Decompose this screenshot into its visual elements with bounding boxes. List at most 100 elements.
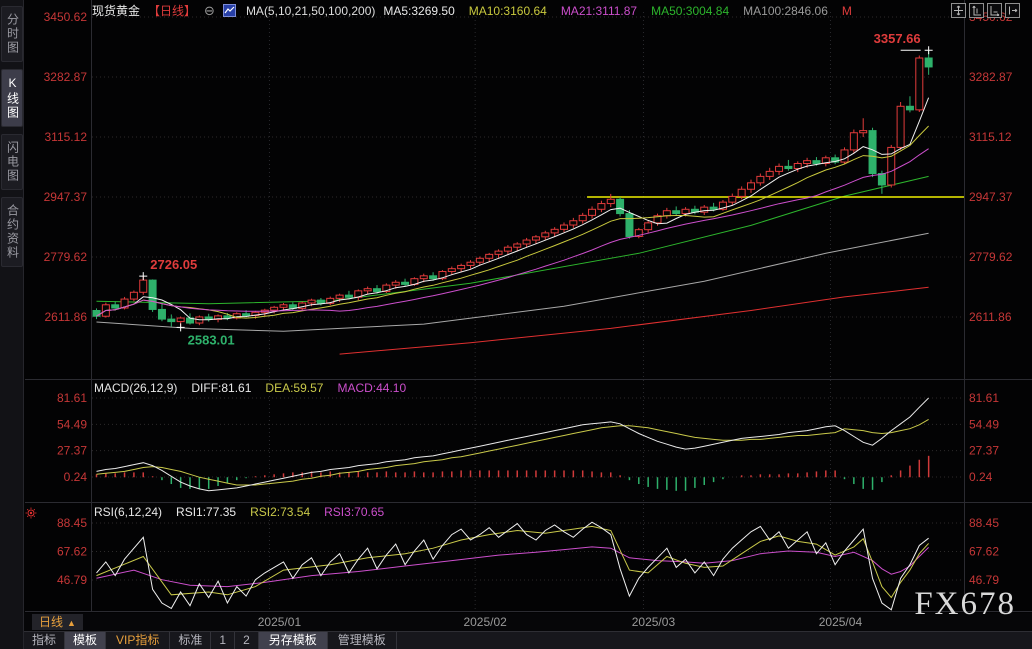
macd-histogram-bar <box>797 473 799 478</box>
candle-body <box>700 206 709 213</box>
svg-text:81.61: 81.61 <box>969 391 999 405</box>
toolbar-tab[interactable]: 模板 <box>65 632 107 649</box>
y-axis-scale-icon[interactable] <box>969 3 984 18</box>
price-marker-cross <box>924 46 933 55</box>
candle-body <box>634 229 643 237</box>
toolbar-tab[interactable]: 1 <box>211 632 236 649</box>
chart-style-icon[interactable] <box>222 4 236 17</box>
move-crosshair-icon[interactable] <box>951 3 966 18</box>
macd-histogram-bar <box>254 476 257 478</box>
candle-body <box>401 281 410 285</box>
macd-histogram-bar <box>722 477 724 480</box>
svg-text:3115.12: 3115.12 <box>45 130 88 144</box>
toolbar-tab[interactable]: 指标 <box>24 632 66 649</box>
candle-body <box>326 297 335 304</box>
macd-histogram-bar <box>292 472 294 478</box>
macd-histogram-bar <box>189 477 191 489</box>
candle-body <box>494 250 503 255</box>
macd-histogram-bar <box>703 477 705 485</box>
period-selector-label: 日线 <box>39 615 64 629</box>
candle-body <box>307 299 316 304</box>
ma-value-label: MA50:3004.84 <box>651 3 730 18</box>
svg-text:27.37: 27.37 <box>969 444 999 458</box>
indicator-marker-icon[interactable] <box>25 506 37 524</box>
indicator-value-label: MACD:44.10 <box>337 381 407 395</box>
candle-body <box>335 294 344 299</box>
macd-histogram-bar <box>348 472 350 478</box>
macd-histogram-bar <box>787 473 790 478</box>
macd-histogram-bar <box>451 471 453 478</box>
candle-body <box>588 208 597 216</box>
candle-body <box>831 157 840 163</box>
overlay-line <box>96 546 929 588</box>
macd-histogram-bar <box>694 477 696 488</box>
sidebar-item-kline-chart[interactable]: K线图 <box>0 69 23 127</box>
sidebar-item-time-chart[interactable]: 分时图 <box>0 6 23 62</box>
svg-text:67.62: 67.62 <box>57 545 87 559</box>
candle-body <box>214 315 223 320</box>
date-axis-label: 2025/03 <box>631 615 676 629</box>
candle-body <box>644 222 653 231</box>
macd-histogram-bar <box>366 472 369 478</box>
candle-body <box>896 105 905 148</box>
macd-histogram-bar <box>264 475 266 478</box>
toolbar-tab[interactable]: 另存模板 <box>258 632 328 649</box>
candle-body <box>840 149 849 163</box>
toolbar-tab[interactable]: 2 <box>235 632 259 649</box>
svg-text:81.61: 81.61 <box>57 391 87 405</box>
macd-histogram-bar <box>329 471 331 478</box>
candle-body <box>616 198 625 215</box>
pan-right-icon[interactable] <box>1005 3 1020 18</box>
candle-body <box>92 310 101 317</box>
toolbar-tab[interactable]: VIP指标 <box>106 632 171 649</box>
macd-histogram-bar <box>123 472 126 478</box>
macd-histogram-bar <box>628 477 631 481</box>
macd-histogram-bar <box>385 471 388 478</box>
svg-text:2611.86: 2611.86 <box>969 310 1012 324</box>
candle-body <box>924 57 933 68</box>
period-tag[interactable]: 【日线】 <box>148 4 197 18</box>
candle-body <box>784 165 793 170</box>
candle-body <box>120 298 129 309</box>
candle-body <box>569 220 578 226</box>
x-axis-scale-icon[interactable] <box>987 3 1002 18</box>
toolbar-tab[interactable]: 管理模板 <box>328 632 397 649</box>
macd-histogram-bar <box>273 474 275 478</box>
toolbar-tab[interactable]: 标准 <box>170 632 212 649</box>
candle-body <box>681 208 690 215</box>
candle-body <box>728 195 737 203</box>
ma-value-label: MA21:3111.87 <box>560 3 638 18</box>
macd-histogram-bar <box>647 477 649 487</box>
macd-histogram-bar <box>899 470 902 478</box>
overlay-line <box>96 525 929 599</box>
chart-type-sidebar: 分时图 K线图闪电图合约资料 <box>0 0 24 649</box>
svg-text:27.37: 27.37 <box>57 444 87 458</box>
candle-body <box>662 210 671 217</box>
candle-body <box>438 271 447 280</box>
indicator-value-label: RSI2:73.54 <box>250 505 311 519</box>
macd-histogram-bar <box>282 473 285 478</box>
candle-body <box>756 175 765 184</box>
macd-histogram-bar <box>469 470 472 478</box>
macd-histogram-bar <box>684 477 687 491</box>
candle-body <box>513 243 522 248</box>
macd-histogram-bar <box>357 471 360 478</box>
macd-histogram-bar <box>245 477 247 479</box>
candle-body <box>129 291 138 300</box>
collapse-icon[interactable]: ⊖ <box>204 2 215 18</box>
rsi-title: RSI(6,12,24) <box>94 505 163 519</box>
period-selector[interactable]: 日线 ▲ <box>32 614 83 630</box>
candle-body <box>382 284 391 293</box>
macd-histogram-bar <box>217 477 219 486</box>
ma-value-label: MA100:2846.06 <box>743 3 828 18</box>
ma10-line <box>96 125 929 319</box>
ma21-line <box>96 148 929 317</box>
candle-body <box>737 188 746 197</box>
macd-histogram-bar <box>198 477 201 489</box>
macd-histogram-bar <box>460 470 462 478</box>
macd-histogram-bar <box>553 470 556 478</box>
sidebar-item-flash-chart[interactable]: 闪电图 <box>0 134 23 190</box>
macd-histogram-bar <box>871 477 874 490</box>
sidebar-item-contract-info[interactable]: 合约资料 <box>0 197 23 267</box>
